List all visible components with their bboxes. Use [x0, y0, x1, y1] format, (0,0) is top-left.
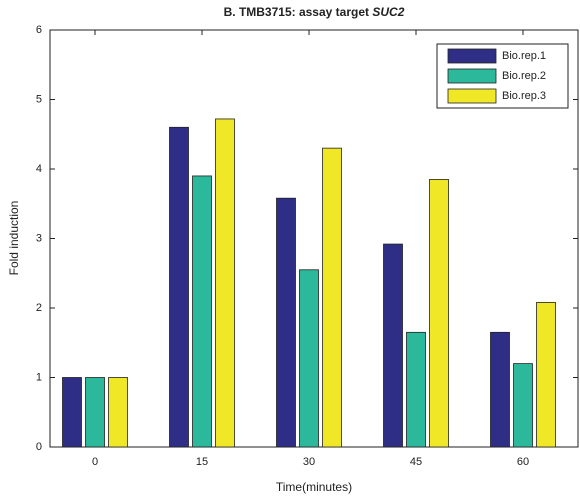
bar: [490, 331, 510, 448]
bar: [62, 377, 82, 448]
legend-swatch: [447, 68, 497, 84]
bar: [299, 269, 319, 448]
x-tick-label: 60: [517, 456, 529, 468]
bar: [536, 302, 556, 448]
bar: [169, 126, 189, 448]
x-tick-label: 15: [196, 456, 208, 468]
y-tick-label: 4: [36, 163, 42, 175]
x-tick-label: 45: [410, 456, 422, 468]
legend-swatch: [447, 88, 497, 104]
bar: [215, 118, 235, 448]
y-tick-label: 5: [36, 93, 42, 105]
x-axis-label: Time(minutes): [276, 480, 352, 494]
title-main: B. TMB3715: assay target: [224, 5, 369, 19]
bar: [85, 377, 105, 448]
bar: [383, 243, 403, 448]
x-tick-label: 30: [303, 456, 315, 468]
y-axis-label: Fold induction: [7, 201, 21, 276]
legend-label: Bio.rep.1: [502, 50, 546, 62]
chart-title: B. TMB3715: assay target SUC2: [224, 5, 405, 19]
y-tick-label: 0: [36, 441, 42, 453]
legend-swatch: [447, 48, 497, 64]
y-tick-label: 3: [36, 232, 42, 244]
y-tick-label: 6: [36, 24, 42, 36]
bar: [429, 179, 449, 448]
bar: [192, 175, 212, 448]
legend-label: Bio.rep.3: [502, 90, 546, 102]
y-tick-label: 2: [36, 302, 42, 314]
y-tick-label: 1: [36, 371, 42, 383]
legend-label: Bio.rep.2: [502, 70, 546, 82]
bar: [276, 197, 296, 448]
title-emphasis: SUC2: [372, 5, 404, 19]
bar: [322, 147, 342, 448]
bar: [108, 377, 128, 448]
x-tick-label: 0: [92, 456, 98, 468]
bar: [513, 363, 533, 448]
bar: [406, 331, 426, 448]
